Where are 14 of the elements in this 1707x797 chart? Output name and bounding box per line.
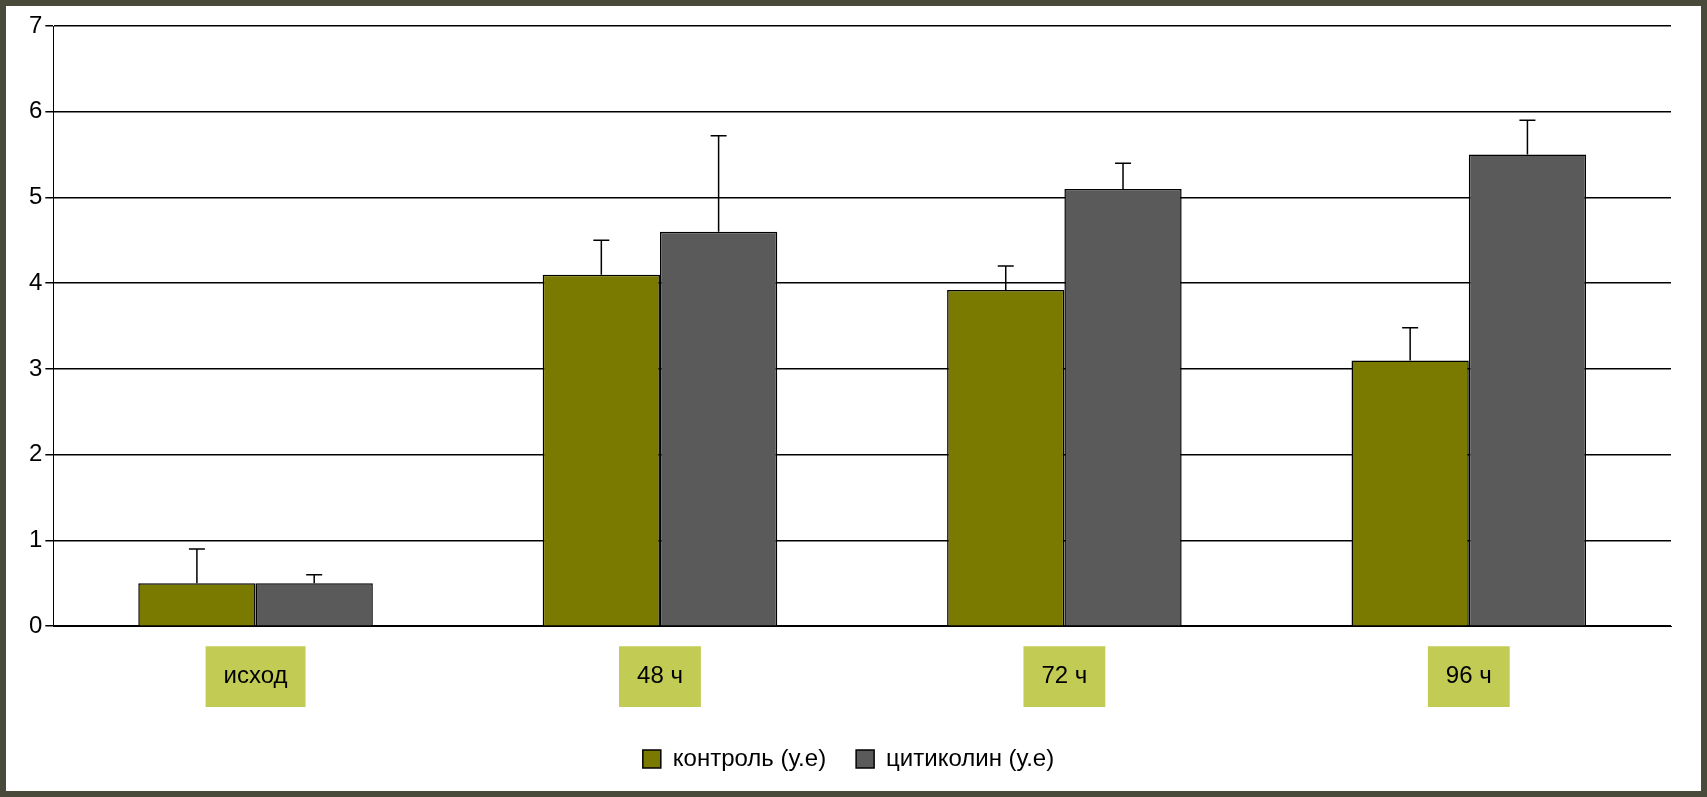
y-tick-label: 0: [28, 610, 43, 638]
y-tick-label: 4: [28, 267, 43, 295]
y-tick-label: 3: [28, 353, 43, 381]
y-tick-label: 6: [28, 96, 43, 124]
x-tick-label: 96 ч: [1445, 661, 1492, 689]
y-tick-label: 7: [28, 10, 43, 38]
y-tick-label: 1: [28, 525, 43, 553]
x-tick-label: 48 ч: [637, 661, 683, 689]
y-tick-label: 2: [28, 439, 43, 467]
x-tick-label: 72 ч: [1041, 661, 1088, 689]
legend-label: контроль (у.е): [672, 743, 827, 771]
legend-label: цитиколин (у.е): [886, 743, 1055, 771]
y-tick-label: 5: [28, 182, 43, 210]
x-tick-label: исход: [223, 661, 288, 689]
